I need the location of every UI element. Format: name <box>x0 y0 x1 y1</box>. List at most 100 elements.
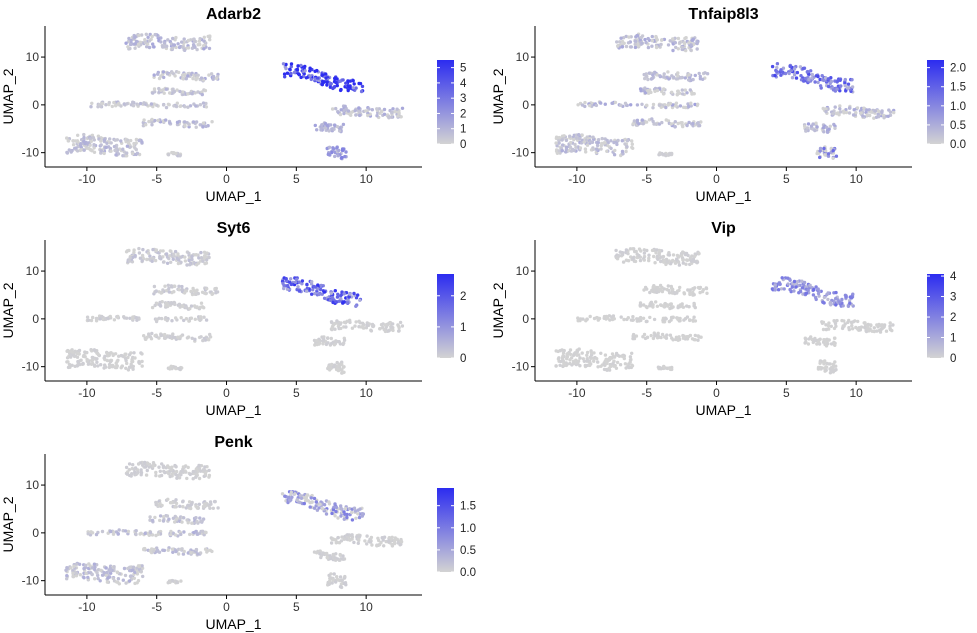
cell-point <box>203 472 208 476</box>
cell-point <box>169 249 173 253</box>
cell-point <box>843 322 847 326</box>
cell-point <box>627 365 631 369</box>
cell-point <box>161 519 166 523</box>
cell-point <box>622 317 626 322</box>
cell-point <box>338 575 343 579</box>
cell-point <box>648 290 652 295</box>
cell-point <box>686 288 690 292</box>
cell-point <box>339 507 344 511</box>
cell-point <box>136 579 141 583</box>
cell-point <box>781 70 785 74</box>
y-tick-label: 0 <box>522 98 529 112</box>
cell-point <box>71 571 75 576</box>
cell-point <box>162 41 167 45</box>
cell-point <box>208 38 212 42</box>
cell-point <box>178 154 182 158</box>
y-tick-label: -10 <box>512 146 530 160</box>
cell-point <box>314 500 318 504</box>
cell-point <box>129 362 133 366</box>
cell-point <box>339 108 343 112</box>
cell-point <box>106 531 110 535</box>
y-axis-title: UMAP_2 <box>490 282 506 338</box>
cell-point <box>148 335 153 339</box>
cell-point <box>655 304 660 308</box>
cell-point <box>350 533 354 537</box>
cell-point <box>332 505 336 509</box>
cell-point <box>554 141 558 145</box>
cell-point <box>321 342 325 346</box>
cell-point <box>297 500 302 505</box>
cell-point <box>389 325 393 329</box>
cell-point <box>195 305 199 310</box>
cell-point <box>188 504 192 508</box>
cell-point <box>823 369 827 373</box>
cell-point <box>171 516 176 520</box>
cell-point <box>338 552 342 557</box>
cell-point <box>322 290 327 294</box>
cell-point <box>400 324 405 328</box>
cell-point <box>162 515 166 519</box>
cell-point <box>643 37 647 42</box>
cell-point <box>605 149 609 153</box>
cell-point <box>318 502 322 506</box>
cell-point <box>164 87 168 91</box>
cell-point <box>68 365 72 369</box>
cell-point <box>628 358 633 362</box>
cell-point <box>826 342 830 346</box>
cell-point <box>205 251 209 255</box>
cell-point <box>346 109 351 113</box>
cell-point <box>825 130 830 134</box>
cell-point <box>92 146 96 150</box>
cell-point <box>324 342 329 347</box>
cell-point <box>686 334 691 339</box>
cell-point <box>140 259 144 263</box>
cell-point <box>296 64 300 68</box>
cell-point <box>305 282 309 287</box>
cell-point <box>130 317 135 321</box>
cell-point <box>157 316 161 320</box>
cell-point <box>824 365 828 369</box>
cell-point <box>199 315 203 319</box>
cell-point <box>832 336 837 340</box>
cell-point <box>194 253 198 257</box>
cell-point <box>115 138 120 142</box>
cell-point <box>178 367 182 371</box>
cell-point <box>363 539 367 543</box>
cell-point <box>162 336 167 340</box>
panel-title: Vip <box>711 220 736 237</box>
cell-point <box>289 64 293 69</box>
cell-point <box>826 291 830 295</box>
cell-point <box>129 474 133 478</box>
x-tick-label: 0 <box>713 386 720 400</box>
cell-point <box>110 104 115 109</box>
cell-point <box>205 550 209 554</box>
cell-point <box>675 253 680 258</box>
cell-point <box>140 359 144 364</box>
cell-point <box>197 467 202 471</box>
cell-point <box>650 248 655 253</box>
cell-point <box>170 319 174 323</box>
cell-point <box>339 326 343 331</box>
cell-point <box>89 362 94 366</box>
cell-point <box>844 295 848 299</box>
cell-point <box>638 303 642 307</box>
cell-point <box>194 529 198 534</box>
cell-point <box>387 329 391 333</box>
cell-point <box>150 331 154 336</box>
cell-point <box>642 248 646 252</box>
cell-point <box>642 251 647 255</box>
cell-point <box>671 258 675 263</box>
cell-point <box>648 315 652 320</box>
cell-point <box>328 368 332 372</box>
cell-point <box>807 77 811 82</box>
cell-point <box>588 363 592 368</box>
cell-point <box>821 340 826 344</box>
cell-point <box>198 123 202 127</box>
cell-point <box>128 568 132 573</box>
cell-point <box>704 286 709 291</box>
cell-point <box>188 306 192 311</box>
cell-point <box>320 123 324 127</box>
cell-point <box>330 341 334 345</box>
cell-point <box>160 462 164 466</box>
